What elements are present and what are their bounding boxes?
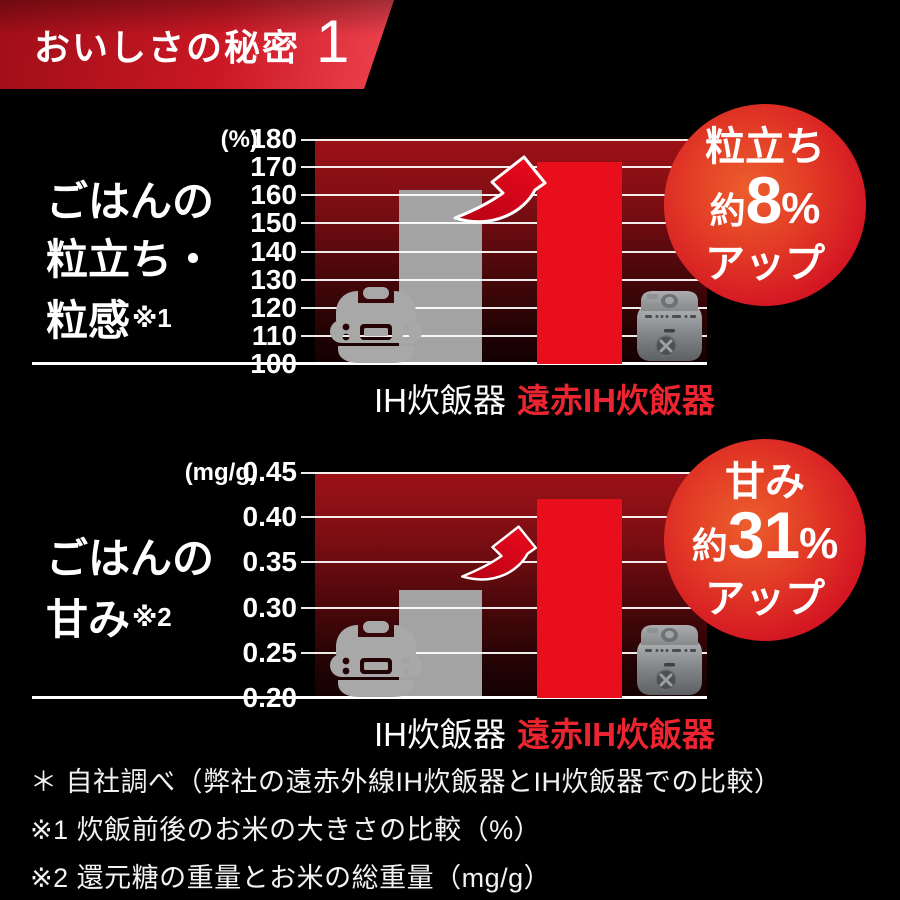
badge2-line3: アップ (705, 576, 825, 621)
gridline (301, 250, 707, 253)
badge1-line1: 粒立ち (705, 124, 825, 169)
note-ref-1: ※1 (132, 303, 172, 333)
chart2-heading: ごはんの 甘み※2 (46, 530, 214, 649)
note-ref-2: ※2 (132, 602, 172, 632)
gridline (301, 306, 707, 309)
chart2-xlabel-enseki: 遠赤IH炊飯器 (517, 716, 715, 753)
up-arrow-icon (453, 155, 547, 224)
y-tick-label: 0.45 (242, 456, 298, 487)
up-arrow-icon (460, 525, 537, 581)
y-tick-label: 130 (250, 263, 297, 295)
footnotes: ＊ 自社調べ（弊社の遠赤外線IH炊飯器とIH炊飯器での比較） ※1 炊飯前後のお… (30, 758, 782, 900)
gridline (301, 278, 707, 281)
footnote-1: ※1 炊飯前後のお米の大きさの比較（%） (30, 815, 542, 845)
y-tick-label: 140 (250, 235, 297, 267)
chart1-unit-label: (%) (220, 126, 258, 153)
chart1-badge-circle: 粒立ち 約 8% アップ (664, 104, 866, 306)
y-tick-label: 150 (250, 207, 297, 239)
chart1-heading: ごはんの 粒立ち・ 粒感※1 (46, 173, 214, 350)
y-tick-label: 120 (250, 291, 297, 323)
rice-cooker-pictogram-icon (330, 621, 422, 697)
chart2-heading-line2: 甘み※2 (46, 596, 172, 643)
enseki-rice-cooker-photo (637, 625, 702, 695)
y-tick-label: 0.30 (242, 591, 298, 623)
chart1-bar-enseki (537, 161, 622, 364)
y-tick-label: 110 (251, 319, 297, 351)
banner-title: おいしさの秘密 (34, 26, 301, 68)
footnote-2: ※2 還元糖の重量とお米の総重量（mg/g） (30, 863, 552, 893)
banner-number: 1 (316, 8, 350, 75)
gridline (301, 139, 707, 141)
chart2-axis-baseline (32, 696, 707, 699)
y-tick-label: 180 (250, 123, 297, 154)
badge2-line1: 甘み (725, 459, 805, 504)
chart2-badge-circle: 甘み 約 31% アップ (664, 439, 866, 641)
chart1-plot: IH炊飯器 遠赤IH炊飯器 180 170 160 150 140 130 120 110 10… (32, 124, 715, 419)
chart1-axis-baseline (32, 362, 707, 365)
badge1-line2: 約 8% (709, 162, 821, 237)
y-tick-label: 160 (250, 179, 297, 211)
y-tick-label: 0.25 (242, 636, 298, 668)
gridline (301, 222, 707, 225)
gridline (301, 472, 707, 474)
chart1-heading-line1: ごはんの (46, 178, 215, 225)
gridline (301, 516, 707, 519)
chart1-heading-line2: 粒立ち・ (46, 236, 215, 283)
badge1-line3: アップ (705, 241, 825, 286)
gridline (301, 651, 707, 654)
y-tick-label: 170 (250, 151, 297, 183)
y-tick-label: 0.40 (242, 501, 298, 533)
section-banner: おいしさの秘密 1 (0, 0, 394, 89)
chart1-heading-line3: 粒感※1 (46, 297, 172, 344)
chart2-heading-line1: ごはんの (46, 535, 215, 582)
chart1-xlabel-ih: IH炊飯器 (374, 382, 506, 419)
gridline (301, 334, 707, 337)
enseki-rice-cooker-photo (637, 291, 702, 361)
gridline (301, 166, 707, 169)
y-tick-label: 0.35 (242, 546, 298, 578)
chart1-xlabel-enseki: 遠赤IH炊飯器 (517, 382, 715, 419)
footnote-source: ＊ 自社調べ（弊社の遠赤外線IH炊飯器とIH炊飯器での比較） (30, 767, 782, 797)
gridline (301, 606, 707, 609)
chart2-xlabel-ih: IH炊飯器 (374, 716, 506, 753)
chart2-unit-label: (mg/g) (184, 459, 258, 486)
chart2-plot: IH炊飯器 遠赤IH炊飯器 0.45 0.40 0.35 0.30 0.25 0.20 (32, 457, 715, 753)
chart2-bar-enseki (537, 499, 622, 698)
badge2-line2: 約 31% (691, 497, 839, 572)
rice-cooker-pictogram-icon (330, 287, 422, 363)
